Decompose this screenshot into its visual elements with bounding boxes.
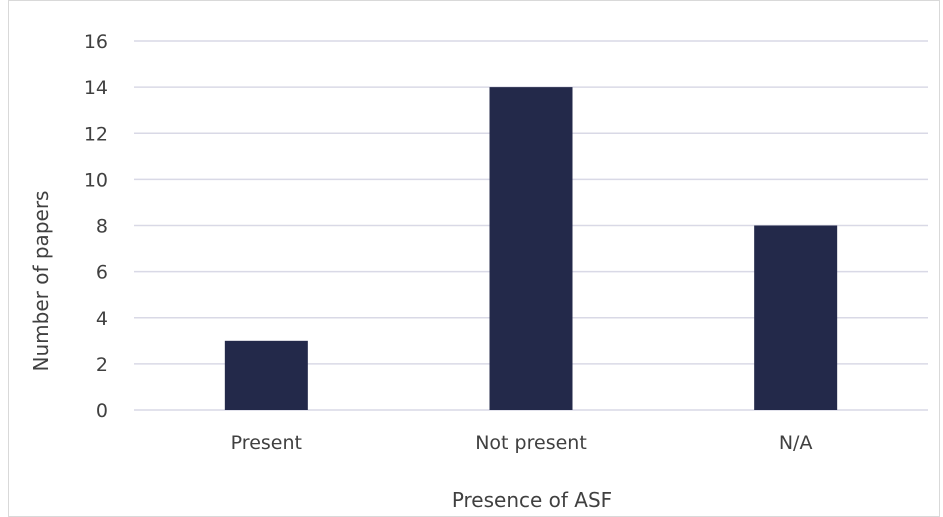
bars <box>224 87 838 410</box>
x-tick-labels: Present Not present N/A <box>231 432 813 454</box>
y-tick-label: 6 <box>96 262 108 284</box>
bar-n-a <box>754 225 838 410</box>
y-tick-label: 8 <box>96 216 108 238</box>
y-tick-label: 10 <box>84 169 108 191</box>
y-tick-label: 4 <box>96 308 108 330</box>
bar-present <box>224 340 308 410</box>
y-tick-label: 0 <box>96 400 108 422</box>
x-tick-label: Not present <box>475 432 587 454</box>
y-tick-label: 2 <box>96 354 108 376</box>
y-axis-title: Number of papers <box>29 191 53 372</box>
bar-not-present <box>489 87 573 410</box>
x-tick-label: N/A <box>779 432 813 454</box>
y-tick-labels: 0 2 4 6 8 10 12 14 16 <box>84 31 108 422</box>
y-tick-label: 12 <box>84 123 108 145</box>
y-tick-label: 14 <box>84 77 108 99</box>
x-axis-title: Presence of ASF <box>452 488 612 512</box>
x-tick-label: Present <box>231 432 302 454</box>
y-tick-label: 16 <box>84 31 108 53</box>
